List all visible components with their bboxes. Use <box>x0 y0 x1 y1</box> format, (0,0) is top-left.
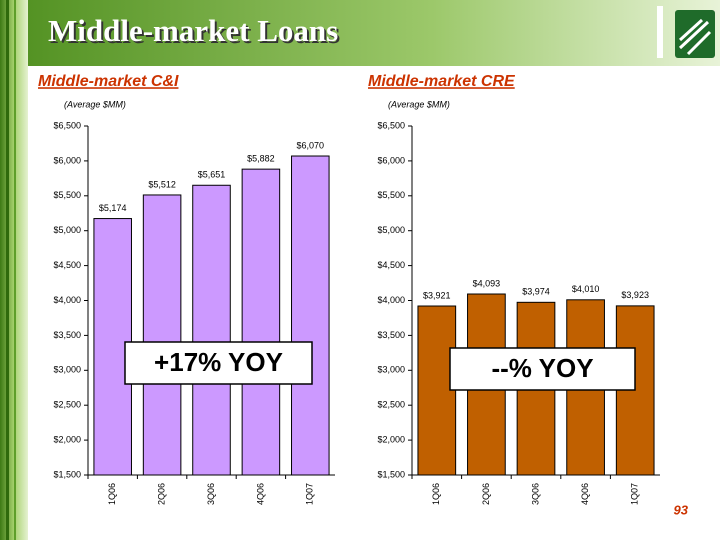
bar <box>192 184 231 476</box>
value-label: $3,921 <box>423 290 451 300</box>
page-title: Middle-market Loans <box>48 13 338 48</box>
y-tick-label: $6,000 <box>53 155 81 165</box>
y-tick-label: $3,500 <box>377 330 405 340</box>
y-tick-label: $2,000 <box>377 434 405 444</box>
bar <box>142 194 182 476</box>
y-tick-label: $4,000 <box>53 295 81 305</box>
chart-subtitle: (Average $MM) <box>64 99 126 109</box>
side-stripe <box>6 0 9 540</box>
y-tick-label: $2,500 <box>377 400 405 410</box>
page-number: 93 <box>674 502 689 517</box>
y-tick-label: $6,000 <box>377 155 405 165</box>
value-label: $6,070 <box>297 140 325 150</box>
value-label: $5,882 <box>247 154 275 164</box>
annotation: --% YOY <box>491 353 593 383</box>
chart-subtitle: (Average $MM) <box>388 99 450 109</box>
bar <box>291 155 330 476</box>
annotation-box <box>449 347 636 391</box>
y-tick-label: $4,000 <box>377 295 405 305</box>
value-label: $3,923 <box>621 290 649 300</box>
x-tick-label: 2Q06 <box>156 483 166 505</box>
y-tick-label: $5,500 <box>377 190 405 200</box>
y-tick-label: $1,500 <box>377 469 405 479</box>
chart-title: Middle-market C&I <box>38 73 179 90</box>
y-tick-label: $4,500 <box>377 260 405 270</box>
value-label: $4,010 <box>572 284 600 294</box>
x-tick-label: 1Q07 <box>630 483 640 505</box>
x-tick-label: 3Q06 <box>530 483 540 505</box>
header-band <box>0 0 720 66</box>
bar <box>241 168 281 476</box>
y-tick-label: $2,000 <box>53 434 81 444</box>
y-tick-label: $5,000 <box>53 225 81 235</box>
x-tick-label: 2Q06 <box>481 483 491 505</box>
x-tick-label: 4Q06 <box>255 483 265 505</box>
logo <box>675 10 715 58</box>
y-tick-label: $1,500 <box>53 469 81 479</box>
y-tick-label: $3,000 <box>377 365 405 375</box>
y-tick-label: $3,500 <box>53 330 81 340</box>
y-tick-label: $4,500 <box>53 260 81 270</box>
y-tick-label: $2,500 <box>53 400 81 410</box>
page-title-shadow: Middle-market Loans <box>50 15 340 50</box>
annotation: +17% YOY <box>154 347 283 377</box>
y-tick-label: $5,000 <box>377 225 405 235</box>
y-tick-label: $6,500 <box>377 120 405 130</box>
x-tick-label: 4Q06 <box>580 483 590 505</box>
x-tick-label: 3Q06 <box>206 483 216 505</box>
y-tick-label: $3,000 <box>53 365 81 375</box>
annotation-box <box>124 341 313 385</box>
value-label: $3,974 <box>522 287 550 297</box>
side-stripe <box>14 0 16 540</box>
chart-title: Middle-market CRE <box>368 73 516 90</box>
value-label: $5,512 <box>148 179 176 189</box>
header-divider <box>657 6 663 58</box>
value-label: $5,651 <box>198 170 226 180</box>
x-tick-label: 1Q06 <box>107 483 117 505</box>
x-tick-label: 1Q06 <box>431 483 441 505</box>
y-tick-label: $6,500 <box>53 120 81 130</box>
value-label: $4,093 <box>473 278 501 288</box>
value-label: $5,174 <box>99 203 127 213</box>
y-tick-label: $5,500 <box>53 190 81 200</box>
x-tick-label: 1Q07 <box>305 483 315 505</box>
